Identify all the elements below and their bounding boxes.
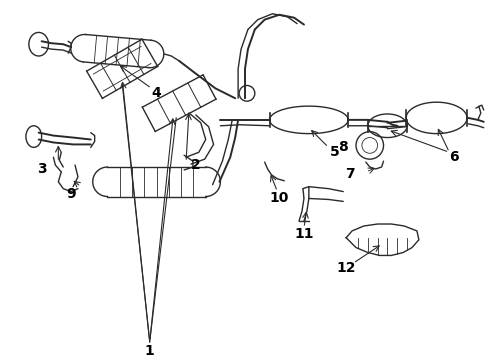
Text: 1: 1 <box>145 344 154 358</box>
Text: 7: 7 <box>345 167 355 181</box>
Text: 3: 3 <box>37 162 47 176</box>
Text: 10: 10 <box>270 192 289 206</box>
Text: 6: 6 <box>449 150 459 164</box>
Text: 8: 8 <box>339 140 348 154</box>
Text: 9: 9 <box>66 186 76 201</box>
Text: 5: 5 <box>330 145 339 159</box>
Text: 12: 12 <box>337 261 356 275</box>
Text: 11: 11 <box>294 227 314 241</box>
Text: 2: 2 <box>191 158 201 172</box>
Text: 4: 4 <box>152 86 161 100</box>
